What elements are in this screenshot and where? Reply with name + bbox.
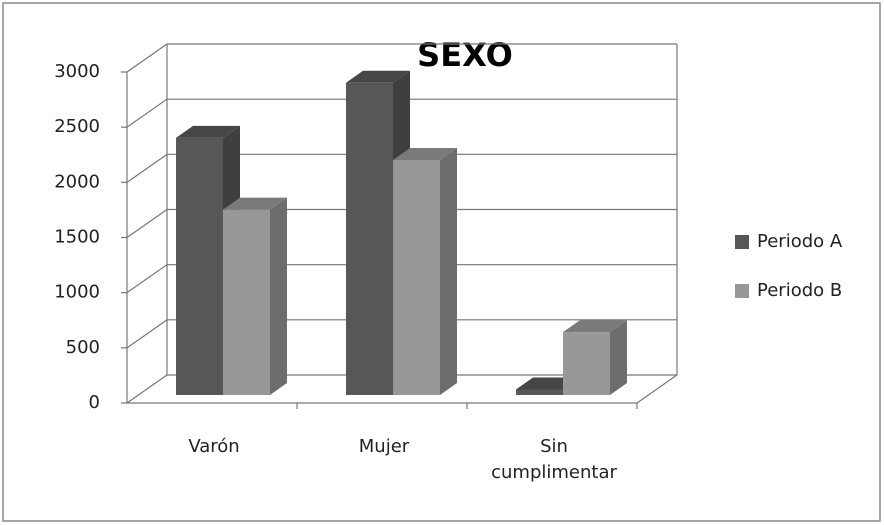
bar-side [440, 147, 457, 395]
bar-front [223, 209, 270, 395]
x-tick-label: Varón [188, 436, 239, 457]
bar-front [516, 389, 563, 395]
bar-front [393, 159, 440, 395]
grid-line [126, 319, 677, 349]
x-tick-line: cumplimentar [491, 462, 617, 483]
bar [563, 320, 627, 395]
bar [223, 197, 287, 395]
y-tick-label: 3000 [54, 61, 100, 82]
grid-line [126, 98, 677, 128]
bar-front [176, 137, 223, 395]
bar-top [223, 197, 287, 210]
bar-top [176, 125, 240, 138]
grid-line [126, 208, 677, 238]
x-tick-label: Sin cumplimentar [491, 436, 617, 483]
legend-label: Periodo B [757, 280, 842, 301]
bar-side [610, 320, 627, 395]
bar [393, 147, 457, 395]
legend-swatch [735, 235, 749, 249]
y-tick-label: 1500 [54, 227, 100, 248]
bar-front [563, 332, 610, 395]
chart-title: SEXO [417, 36, 513, 74]
y-tick-label: 0 [89, 392, 100, 413]
y-tick-label: 1000 [54, 282, 100, 303]
bar-front [346, 82, 393, 396]
legend-swatch [735, 284, 749, 298]
x-tick-line: Sin [540, 436, 568, 457]
y-tick-label: 500 [66, 337, 100, 358]
legend-label: Periodo A [757, 231, 843, 252]
y-tick-label: 2000 [54, 171, 100, 192]
bar-top [346, 70, 410, 83]
grid-line [126, 264, 677, 294]
x-tick-label: Mujer [359, 436, 410, 457]
bar-top [393, 147, 457, 160]
grid-line [126, 43, 677, 73]
y-tick-label: 2500 [54, 116, 100, 137]
bar-top [563, 320, 627, 333]
grid-line [126, 374, 677, 404]
floor-edge [636, 374, 678, 404]
grid-line [126, 153, 677, 183]
bar-side [270, 197, 287, 395]
